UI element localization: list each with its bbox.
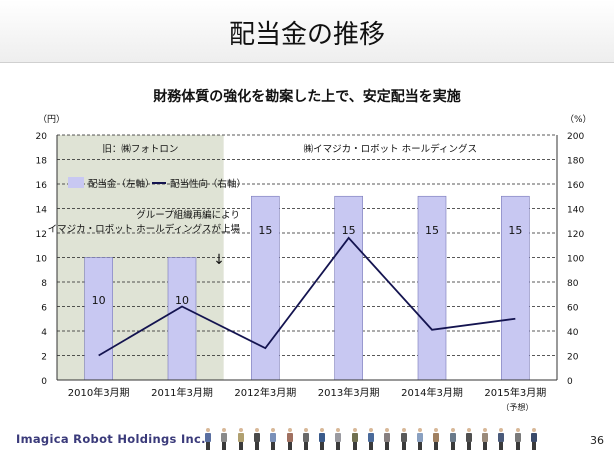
bar-data-label: 10 [92, 294, 106, 307]
right-axis-unit: （%） [565, 114, 592, 125]
person-figure [205, 428, 211, 450]
category-label: 2014年3月期 [401, 386, 463, 399]
legend-bar-swatch [68, 177, 84, 188]
slide-subtitle: 財務体質の強化を勘案した上で、安定配当を実施 [153, 89, 461, 105]
region-label-old: 旧：㈱フォトロン [102, 143, 178, 155]
left-tick-label: 0 [41, 377, 47, 387]
title-bar: 配当金の推移 [0, 0, 614, 63]
right-tick-label: 20 [567, 353, 579, 363]
left-tick-label: 4 [41, 328, 47, 338]
bar-data-label: 15 [425, 224, 439, 237]
person-figure [351, 428, 358, 450]
right-tick-label: 160 [567, 181, 584, 191]
right-tick-label: 100 [567, 255, 584, 265]
right-tick-label: 0 [567, 377, 573, 387]
person-figure [253, 428, 260, 450]
person-figure [514, 428, 521, 450]
person-figure [482, 428, 489, 450]
person-figure [400, 428, 407, 450]
left-tick-label: 10 [36, 255, 48, 265]
person-figure [531, 428, 537, 450]
right-tick-label: 60 [567, 304, 579, 314]
person-figure [498, 428, 505, 450]
category-label: 2010年3月期 [68, 386, 130, 399]
right-tick-label: 120 [567, 230, 584, 240]
left-tick-label: 2 [41, 353, 47, 363]
right-tick-label: 200 [567, 132, 584, 142]
person-figure [384, 428, 391, 450]
person-figure [368, 428, 374, 450]
right-tick-label: 80 [567, 279, 579, 289]
category-note: （予想） [501, 402, 533, 412]
page-number: 36 [590, 434, 604, 447]
left-tick-label: 12 [36, 230, 47, 240]
left-tick-label: 18 [36, 157, 48, 167]
person-figure [433, 428, 440, 450]
bar-data-label: 15 [508, 224, 522, 237]
person-figure [465, 428, 472, 450]
category-label: 2015年3月期 [484, 386, 546, 399]
right-tick-label: 40 [567, 328, 579, 338]
person-figure [335, 428, 342, 450]
category-label: 2013年3月期 [318, 386, 380, 399]
person-figure [270, 428, 277, 450]
person-figure [302, 428, 309, 450]
left-tick-label: 20 [36, 132, 48, 142]
left-tick-label: 16 [36, 181, 48, 191]
category-label: 2011年3月期 [151, 386, 213, 399]
bar [501, 195, 530, 381]
bar [84, 257, 113, 381]
person-figure [286, 428, 293, 450]
company-logo: Imagica Robot Holdings Inc. [16, 432, 206, 446]
person-figure [449, 428, 456, 450]
person-figure [221, 428, 228, 450]
right-tick-label: 140 [567, 206, 584, 216]
people-illustration [205, 428, 550, 452]
region-label-new: ㈱イマジカ・ロボット ホールディングス [304, 143, 477, 155]
annotation-arrow: ↓ [213, 252, 225, 268]
slide-title: 配当金の推移 [228, 20, 385, 50]
left-axis-unit: （円） [38, 114, 65, 125]
left-tick-label: 14 [36, 206, 48, 216]
bar-data-label: 10 [175, 294, 189, 307]
bar [167, 257, 197, 381]
person-figure [416, 428, 423, 450]
bar-data-label: 15 [342, 224, 356, 237]
annotation-line-2: イマジカ・ロボット ホールディングスが上場 [48, 223, 241, 235]
bar-data-label: 15 [258, 224, 272, 237]
annotation-line-1: グループ組織再編により [136, 209, 240, 221]
payout-ratio-line [98, 236, 516, 357]
legend-bar-label: 配当金（左軸） [88, 178, 155, 190]
person-figure [319, 428, 326, 450]
category-label: 2012年3月期 [234, 386, 296, 399]
left-tick-label: 6 [41, 304, 47, 314]
left-tick-label: 8 [41, 279, 47, 289]
right-tick-label: 180 [567, 157, 584, 167]
legend-line-label: 配当性向（右軸） [170, 178, 246, 190]
person-figure [237, 428, 244, 450]
